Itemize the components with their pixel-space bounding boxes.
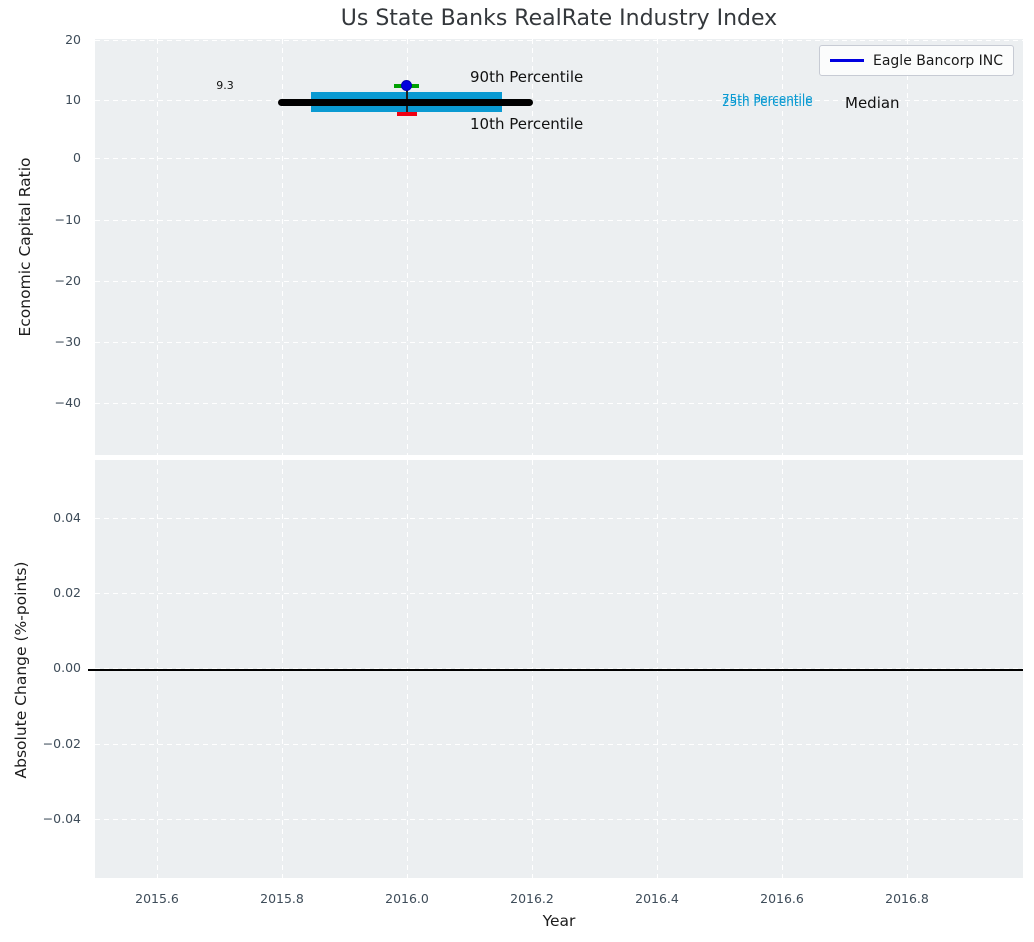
legend-label: Eagle Bancorp INC [873, 52, 1004, 69]
gridline [407, 39, 408, 455]
gridline [95, 403, 1023, 404]
gridline [95, 220, 1023, 221]
y-tick-label: 0 [73, 150, 81, 165]
top-y-axis-label: Economic Capital Ratio [16, 157, 34, 337]
legend-line-sample [830, 59, 864, 62]
y-tick-label: −0.02 [42, 736, 81, 751]
y-tick-label: 20 [65, 32, 81, 47]
x-tick-label: 2016.0 [385, 891, 429, 906]
y-tick-label: 0.04 [53, 510, 81, 525]
x-tick-label: 2016.8 [885, 891, 929, 906]
y-tick-label: 0.00 [53, 660, 81, 675]
top-plot-area: 9.3 90th Percentile 10th Percentile 75th… [95, 39, 1023, 455]
legend: Eagle Bancorp INC [819, 45, 1015, 76]
gridline [95, 819, 1023, 820]
gridline [282, 39, 283, 455]
median-line [278, 99, 533, 106]
y-tick-label: −10 [54, 212, 81, 227]
gridline [95, 40, 1023, 41]
x-tick-label: 2016.2 [510, 891, 554, 906]
gridline [95, 518, 1023, 519]
annotation-median-value: 9.3 [216, 79, 234, 92]
zero-line [88, 669, 1023, 671]
gridline [95, 158, 1023, 159]
x-tick-label: 2016.6 [760, 891, 804, 906]
y-tick-label: 0.02 [53, 585, 81, 600]
gridline [95, 668, 1023, 669]
x-axis-label: Year [542, 912, 576, 930]
y-tick-label: −40 [54, 395, 81, 410]
x-tick-label: 2015.8 [260, 891, 304, 906]
gridline [95, 100, 1023, 101]
x-tick-label: 2015.6 [135, 891, 179, 906]
bottom-plot-area [88, 460, 1023, 878]
x-tick-label: 2016.4 [635, 891, 679, 906]
p10-cap [397, 112, 417, 116]
bottom-y-axis-label: Absolute Change (%-points) [12, 561, 30, 779]
eagle-bancorp-marker [401, 80, 412, 91]
y-tick-label: −30 [54, 334, 81, 349]
gridline [157, 39, 158, 455]
y-tick-label: 10 [65, 92, 81, 107]
annotation-90th-percentile: 90th Percentile [470, 68, 584, 86]
gridline [95, 744, 1023, 745]
annotation-median: Median [845, 94, 900, 112]
gridline [782, 39, 783, 455]
gridline [95, 281, 1023, 282]
y-tick-label: −0.04 [42, 811, 81, 826]
annotation-25th-percentile: 25th Percentile [722, 95, 813, 109]
annotation-75th-percentile: 75th Percentile [722, 92, 813, 106]
gridline [907, 39, 908, 455]
y-tick-label: −20 [54, 273, 81, 288]
gridline [657, 39, 658, 455]
gridline [532, 39, 533, 455]
gridline [95, 342, 1023, 343]
gridline [95, 593, 1023, 594]
chart-title: Us State Banks RealRate Industry Index [340, 6, 778, 31]
annotation-10th-percentile: 10th Percentile [470, 115, 584, 133]
